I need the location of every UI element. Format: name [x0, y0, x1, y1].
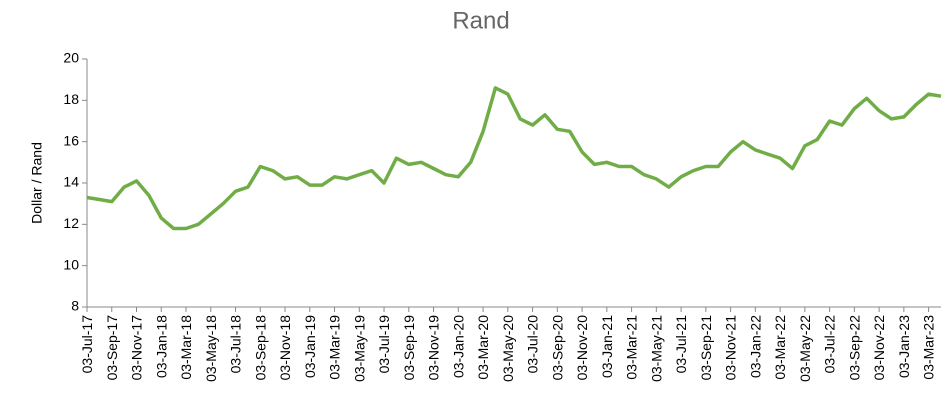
x-tick-label: 03-Mar-22: [772, 315, 788, 380]
x-tick-label: 03-Jan-21: [599, 315, 615, 378]
x-tick-label: 03-Sep-19: [401, 315, 417, 381]
x-tick-label: 03-Jul-19: [376, 315, 392, 374]
x-tick-label: 03-Jul-21: [673, 315, 689, 374]
x-tick-label: 03-Jan-20: [450, 315, 466, 378]
x-tick-label: 03-Mar-20: [475, 315, 491, 380]
x-tick-label: 03-Jul-20: [525, 315, 541, 374]
x-tick-label: 03-Mar-18: [178, 315, 194, 380]
y-tick-label: 20: [63, 50, 79, 66]
x-tick-label: 03-Jul-18: [228, 315, 244, 374]
y-tick-label: 14: [63, 174, 79, 190]
x-tick-label: 03-Sep-20: [549, 315, 565, 381]
y-axis-label: Dollar / Rand: [29, 142, 45, 224]
x-tick-label: 03-May-20: [500, 315, 516, 382]
chart-title: Rand: [452, 7, 509, 34]
x-tick-label: 03-Nov-17: [129, 315, 145, 381]
y-tick-label: 8: [71, 298, 79, 314]
x-tick-label: 03-Mar-21: [624, 315, 640, 380]
x-tick-label: 03-Mar-19: [327, 315, 343, 380]
x-tick-label: 03-May-19: [351, 315, 367, 382]
x-tick-label: 03-Jan-22: [747, 315, 763, 378]
x-tick-label: 03-Jan-19: [302, 315, 318, 378]
x-tick-label: 03-Nov-22: [871, 315, 887, 381]
x-tick-label: 03-May-21: [648, 315, 664, 382]
x-tick-label: 03-May-22: [797, 315, 813, 382]
y-tick-label: 10: [63, 256, 79, 272]
x-tick-label: 03-Sep-17: [104, 315, 120, 381]
x-tick-label: 03-Jan-23: [896, 315, 912, 378]
x-tick-label: 03-Sep-21: [698, 315, 714, 381]
x-tick-label: 03-Sep-22: [846, 315, 862, 381]
x-tick-label: 03-Jan-18: [153, 315, 169, 378]
y-tick-label: 18: [63, 91, 79, 107]
x-tick-label: 03-Nov-18: [277, 315, 293, 381]
x-tick-label: 03-Jul-22: [822, 315, 838, 374]
x-tick-label: 03-Nov-21: [723, 315, 739, 381]
x-tick-label: 03-Jul-17: [79, 315, 95, 374]
y-tick-label: 16: [63, 132, 79, 148]
x-tick-label: 03-Mar-23: [921, 315, 937, 380]
x-tick-label: 03-Nov-20: [574, 315, 590, 381]
x-tick-label: 03-Sep-18: [252, 315, 268, 381]
y-tick-label: 12: [63, 215, 79, 231]
x-tick-label: 03-Nov-19: [426, 315, 442, 381]
x-tick-label: 03-May-18: [203, 315, 219, 382]
line-series: [86, 86, 942, 231]
